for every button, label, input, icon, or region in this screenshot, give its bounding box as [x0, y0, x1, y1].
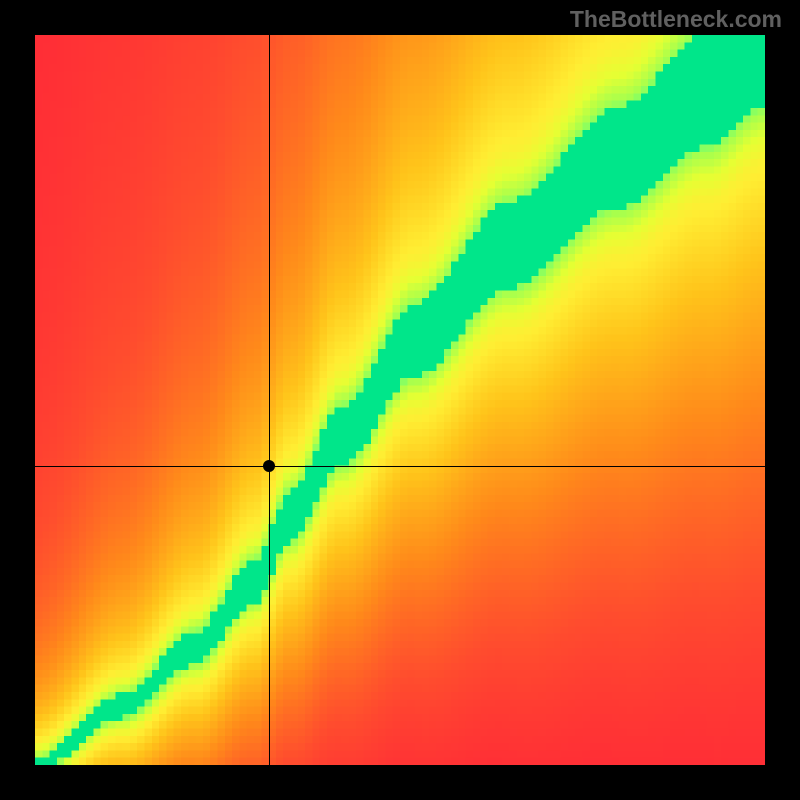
heatmap-plot: [35, 35, 765, 765]
crosshair-vertical: [269, 35, 270, 765]
selected-point-marker: [263, 460, 275, 472]
crosshair-horizontal: [35, 466, 765, 467]
watermark-text: TheBottleneck.com: [570, 6, 782, 33]
heatmap-canvas: [35, 35, 765, 765]
